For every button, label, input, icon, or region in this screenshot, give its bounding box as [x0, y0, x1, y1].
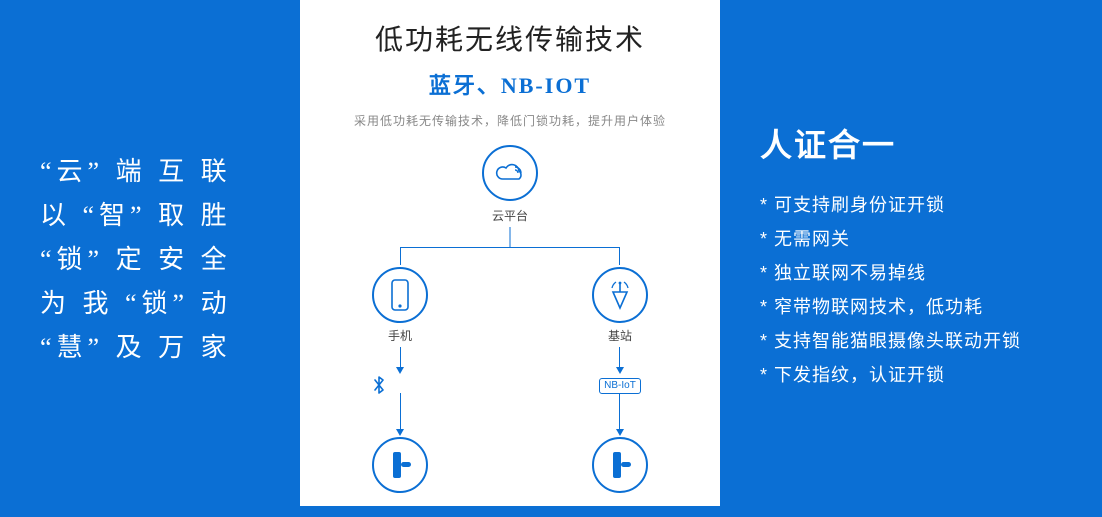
- antenna-label: 基站: [590, 327, 650, 344]
- features-block: 人证合一 可支持刷身份证开锁 无需网关 独立联网不易掉线 窄带物联网技术，低功耗…: [760, 120, 1021, 392]
- nbiot-badge: NB-IoT: [592, 375, 648, 394]
- feature-item: 窄带物联网技术，低功耗: [760, 290, 1021, 324]
- feature-item: 支持智能猫眼摄像头联动开锁: [760, 324, 1021, 358]
- center-card: 低功耗无线传输技术 蓝牙、NB-IOT 采用低功耗无传输技术，降低门锁功耗，提升…: [300, 0, 720, 506]
- slogan-line: “慧” 及 万 家: [40, 326, 270, 370]
- arrow-down-icon: [396, 429, 404, 436]
- phone-icon: [389, 278, 411, 312]
- lock-node: [592, 437, 648, 493]
- door-lock-icon: [385, 448, 415, 482]
- bluetooth-badge: [372, 375, 428, 395]
- bluetooth-icon: [372, 375, 428, 395]
- cloud-node: [482, 145, 538, 201]
- slogan-line: “锁” 定 安 全: [40, 238, 270, 282]
- door-lock-icon: [605, 448, 635, 482]
- nbiot-label: NB-IoT: [599, 378, 641, 394]
- feature-item: 可支持刷身份证开锁: [760, 188, 1021, 222]
- feature-item: 无需网关: [760, 222, 1021, 256]
- slogan-block: “云” 端 互 联 以 “智” 取 胜 “锁” 定 安 全 为 我 “锁” 动 …: [40, 150, 270, 370]
- card-title: 低功耗无线传输技术: [300, 18, 720, 58]
- arrow-down-icon: [396, 367, 404, 374]
- connector-line: [400, 247, 620, 248]
- connector-line: [619, 393, 620, 433]
- cloud-label: 云平台: [492, 207, 528, 224]
- features-title: 人证合一: [760, 120, 1021, 166]
- antenna-node: [592, 267, 648, 323]
- connector-line: [400, 393, 401, 433]
- slogan-line: 为 我 “锁” 动: [40, 282, 270, 326]
- arrow-down-icon: [616, 367, 624, 374]
- connector-line: [400, 247, 401, 265]
- connector-line: [619, 247, 620, 265]
- topology-diagram: 云平台 手机: [300, 137, 720, 517]
- antenna-icon: [603, 278, 637, 312]
- lock-node: [372, 437, 428, 493]
- slogan-line: “云” 端 互 联: [40, 150, 270, 194]
- feature-item: 下发指纹，认证开锁: [760, 358, 1021, 392]
- phone-label: 手机: [370, 327, 430, 344]
- phone-node: [372, 267, 428, 323]
- card-description: 采用低功耗无传输技术，降低门锁功耗，提升用户体验: [300, 112, 720, 129]
- card-subtitle: 蓝牙、NB-IOT: [300, 68, 720, 100]
- feature-item: 独立联网不易掉线: [760, 256, 1021, 290]
- cloud-icon: [493, 161, 527, 185]
- connector-line: [510, 227, 511, 247]
- arrow-down-icon: [616, 429, 624, 436]
- slogan-line: 以 “智” 取 胜: [40, 194, 270, 238]
